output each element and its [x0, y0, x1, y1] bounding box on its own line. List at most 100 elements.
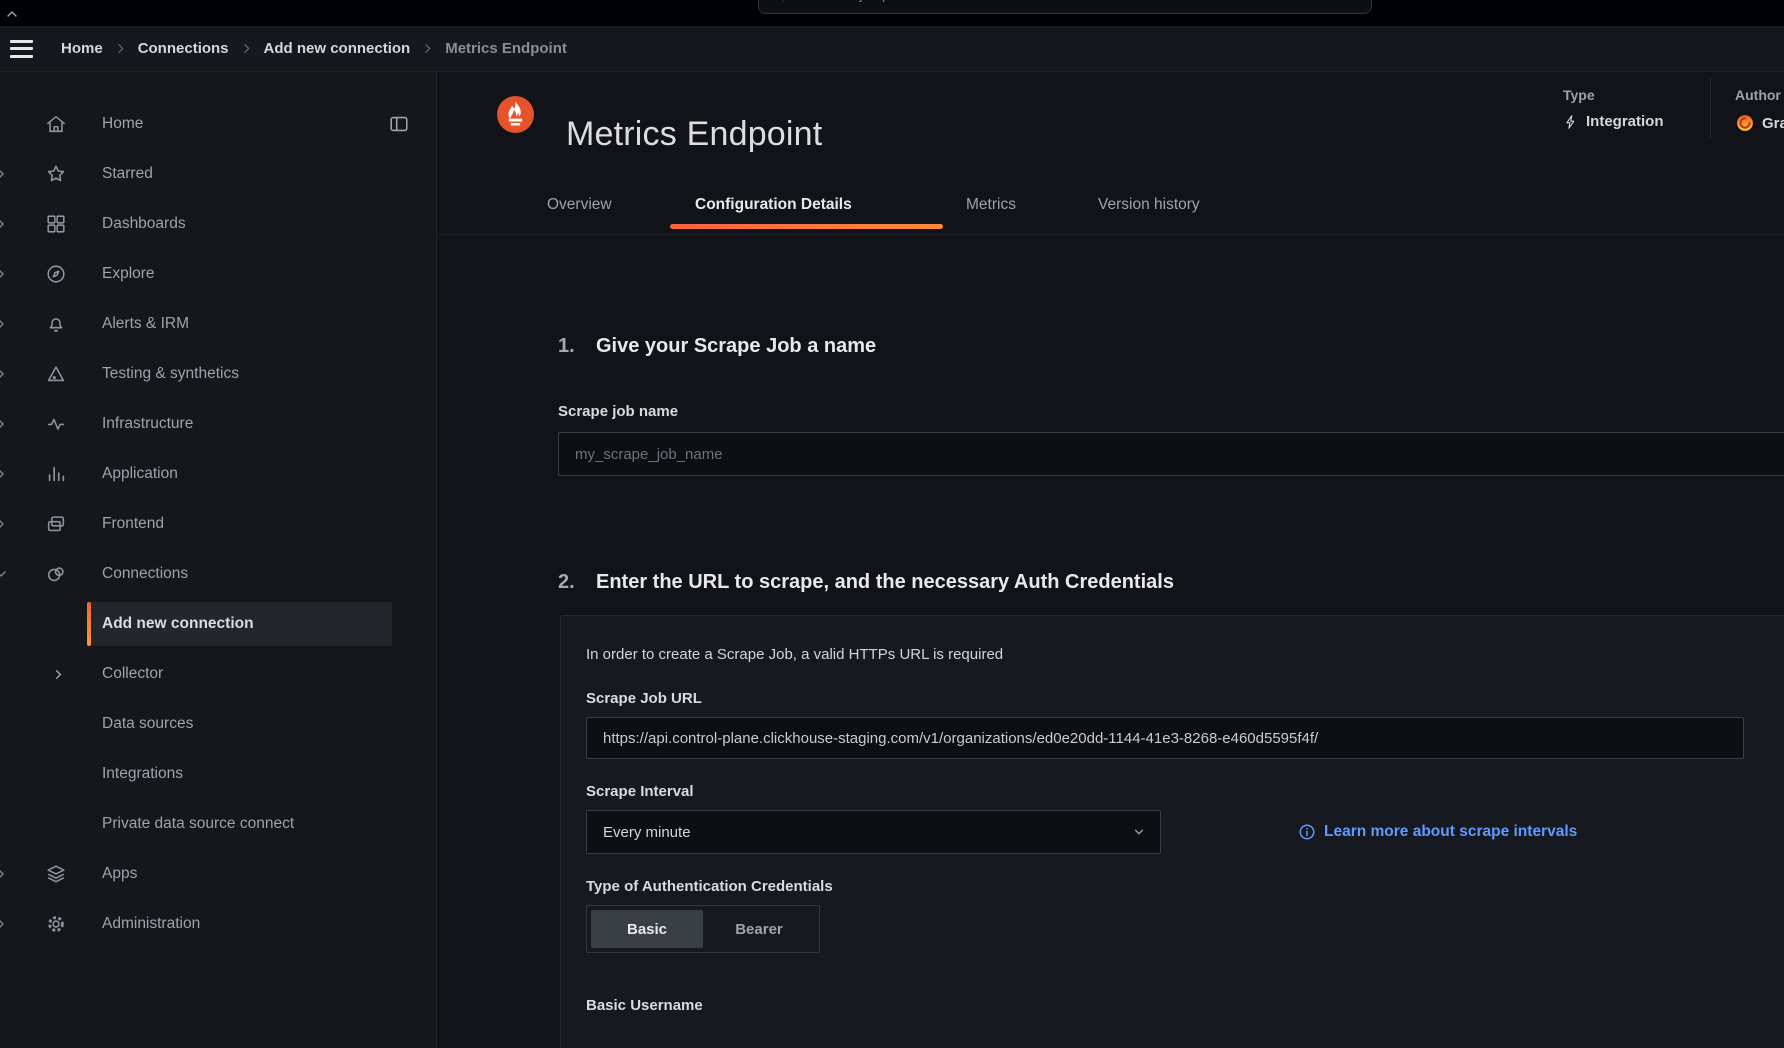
type-value: Integration — [1586, 113, 1664, 130]
scrape-job-url-input[interactable] — [586, 717, 1744, 759]
step1-number: 1. — [558, 335, 575, 357]
layers-icon — [45, 863, 67, 885]
chevron-right-icon — [0, 366, 9, 382]
chevron-right-icon — [0, 316, 9, 332]
active-item-highlight — [87, 602, 392, 646]
chevron-right-icon — [51, 667, 66, 682]
sidebar-item-alerts-irm[interactable]: Alerts & IRM — [0, 299, 436, 349]
gear-icon — [45, 913, 67, 935]
auth-option-bearer[interactable]: Bearer — [735, 920, 783, 938]
chevron-right-icon — [0, 166, 9, 182]
step1-title: Give your Scrape Job a name — [596, 335, 877, 357]
sidebar-nav: Home Starred Dashboards Explore Alerts &… — [0, 72, 437, 1048]
sidebar-item-apps[interactable]: Apps — [0, 849, 436, 899]
auth-option-basic[interactable]: Basic — [591, 910, 703, 948]
mountain-k6-icon — [45, 363, 67, 385]
tabs-divider — [438, 234, 1784, 235]
sidebar-item-add-new-connection[interactable]: Add new connection — [0, 599, 436, 649]
meta-type-block: Type Integration — [1563, 87, 1664, 130]
sidebar-item-application[interactable]: Application — [0, 449, 436, 499]
info-circle-icon — [1298, 823, 1316, 841]
breadcrumb-home[interactable]: Home — [61, 40, 103, 57]
scrape-interval-label: Scrape Interval — [586, 783, 694, 800]
active-item-accent-bar — [87, 602, 91, 646]
home-icon — [45, 113, 67, 135]
panel-note: In order to create a Scrape Job, a valid… — [586, 646, 1004, 663]
auth-type-label: Type of Authentication Credentials — [586, 878, 833, 895]
sidebar-item-data-sources[interactable]: Data sources — [102, 715, 194, 732]
breadcrumb-bar: Home Connections Add new connection Metr… — [0, 26, 1784, 72]
sidebar-item-home[interactable]: Home — [0, 99, 436, 149]
scrape-interval-select[interactable]: Every minute — [586, 810, 1161, 854]
breadcrumb-connections[interactable]: Connections — [137, 40, 229, 57]
sidebar-item-testing-synthetics[interactable]: Testing & synthetics — [0, 349, 436, 399]
sidebar-item-private-data-source-connect[interactable]: Private data source connect — [102, 815, 295, 832]
chevron-right-icon — [0, 866, 9, 882]
search-input[interactable]: Search or jump to... — [758, 0, 1372, 14]
sidebar-item-administration[interactable]: Administration — [0, 899, 436, 949]
scrape-job-name-label: Scrape job name — [558, 403, 679, 420]
basic-username-label: Basic Username — [586, 997, 703, 1014]
sidebar-item-dashboards[interactable]: Dashboards — [0, 199, 436, 249]
author-label: Author — [1735, 87, 1781, 103]
sidebar-item-infrastructure[interactable]: Infrastructure — [0, 399, 436, 449]
learn-more-link-text: Learn more about scrape intervals — [1324, 823, 1578, 840]
chevron-right-icon — [240, 42, 253, 55]
author-value: Grafana — [1762, 114, 1784, 132]
menu-toggle-icon[interactable] — [10, 34, 42, 64]
chevron-right-icon — [0, 266, 9, 282]
sidebar-item-frontend[interactable]: Frontend — [0, 499, 436, 549]
pulse-icon — [45, 413, 67, 435]
scrape-job-url-label: Scrape Job URL — [586, 690, 702, 707]
chevron-right-icon — [0, 516, 9, 532]
prometheus-logo-icon — [497, 96, 534, 133]
chevron-right-icon — [0, 416, 9, 432]
tab-version-history[interactable]: Version history — [1098, 196, 1200, 213]
compass-icon — [45, 263, 67, 285]
star-icon — [45, 163, 67, 185]
scrape-job-panel: In order to create a Scrape Job, a valid… — [560, 615, 1784, 1048]
active-tab-underline — [670, 224, 943, 229]
chevron-up-icon — [4, 6, 20, 22]
chevron-right-icon — [421, 42, 434, 55]
meta-divider — [1710, 78, 1711, 138]
type-label: Type — [1563, 87, 1595, 103]
breadcrumb-current-page: Metrics Endpoint — [445, 40, 567, 57]
chevron-right-icon — [0, 216, 9, 232]
sidebar-item-starred[interactable]: Starred — [0, 149, 436, 199]
breadcrumb-add-new-connection[interactable]: Add new connection — [263, 40, 411, 57]
step2-heading: 2. Enter the URL to scrape, and the nece… — [558, 571, 1174, 594]
sidebar-item-explore[interactable]: Explore — [0, 249, 436, 299]
step2-number: 2. — [558, 571, 575, 593]
dock-sidebar-icon[interactable] — [388, 113, 410, 135]
bell-icon — [45, 313, 67, 335]
chevron-down-icon — [1132, 825, 1146, 839]
tab-configuration-details[interactable]: Configuration Details — [695, 196, 852, 213]
bar-chart-icon — [45, 463, 67, 485]
scrape-job-name-input[interactable] — [558, 432, 1784, 476]
chevron-down-icon — [0, 566, 9, 582]
step2-title: Enter the URL to scrape, and the necessa… — [596, 571, 1174, 593]
sidebar-item-connections[interactable]: Connections — [0, 549, 436, 599]
tab-overview[interactable]: Overview — [547, 196, 612, 213]
search-placeholder: Search or jump to... — [795, 0, 917, 2]
bolt-icon — [1563, 114, 1579, 130]
chevron-right-icon — [0, 916, 9, 932]
tab-metrics[interactable]: Metrics — [966, 196, 1016, 213]
learn-more-link[interactable]: Learn more about scrape intervals — [1298, 823, 1577, 841]
dashboards-grid-icon — [45, 213, 67, 235]
chevron-right-icon — [114, 42, 127, 55]
frontend-windows-icon — [45, 513, 67, 535]
top-strip: Search or jump to... — [0, 0, 1784, 26]
scrape-interval-value: Every minute — [603, 823, 691, 841]
page-title: Metrics Endpoint — [566, 114, 823, 153]
main-content: Metrics Endpoint Type Integration Author… — [438, 72, 1784, 1048]
connections-rings-icon — [45, 563, 67, 585]
search-icon — [771, 0, 786, 2]
step1-heading: 1. Give your Scrape Job a name — [558, 335, 877, 358]
chevron-right-icon — [0, 466, 9, 482]
grafana-logo-icon — [1735, 113, 1755, 133]
sidebar-item-collector[interactable]: Collector — [0, 649, 436, 699]
meta-author-block: Author Grafana — [1735, 87, 1784, 133]
sidebar-item-integrations[interactable]: Integrations — [102, 765, 183, 782]
